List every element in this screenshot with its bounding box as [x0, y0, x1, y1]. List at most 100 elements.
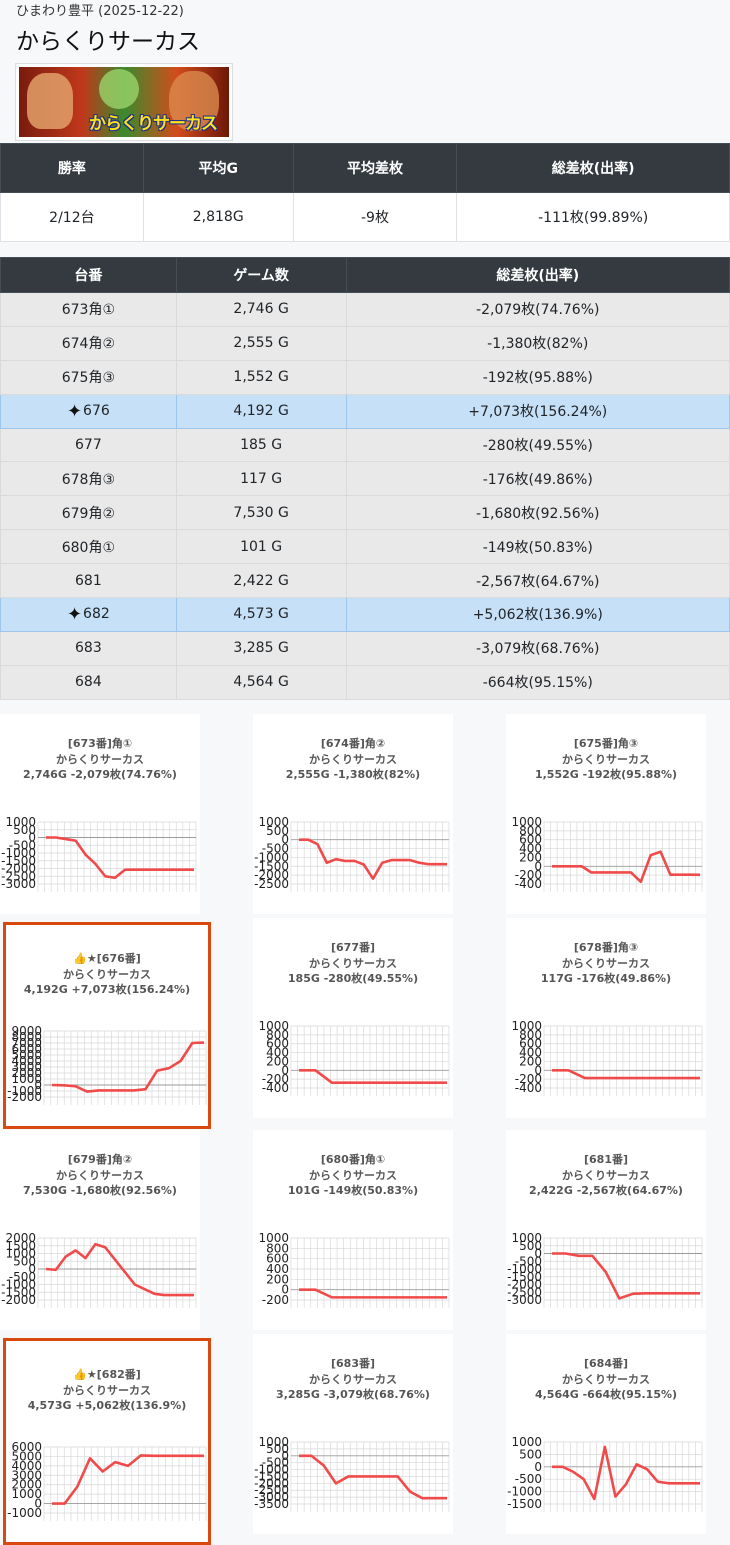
summary-total-diff: -111枚(99.89%) — [456, 192, 730, 242]
machine-chart-card[interactable]: 👍★[682番] からくりサーカス 4,573G +5,062枚(136.9%) 60… — [3, 1338, 211, 1545]
y-tick-label: -2000 — [254, 1476, 289, 1490]
chart-title: [678番]角③ からくりサーカス 117G -176枚(49.86%) — [506, 940, 706, 987]
machine-chart-card[interactable]: [684番] からくりサーカス 4,564G -664枚(95.15%) 1000 50… — [506, 1334, 706, 1534]
chart-title: [673番]角① からくりサーカス 2,746G -2,079枚(74.76%) — [0, 736, 200, 783]
machine-number-cell: 679角② — [0, 495, 177, 531]
y-tick-label: 2000 — [11, 1478, 42, 1492]
machine-games: 2,746 G — [175, 292, 347, 327]
machine-chart-card[interactable]: [677番] からくりサーカス 185G -280枚(49.55%) 1000 800 6… — [253, 918, 453, 1118]
y-tick-label: -500 — [262, 1456, 289, 1470]
machine-diff: -664枚(95.15%) — [345, 664, 730, 700]
y-tick-label: 400 — [519, 842, 542, 856]
machine-chart-card[interactable]: [678番]角③ からくりサーカス 117G -176枚(49.86%) 1000 80… — [506, 918, 706, 1118]
chart-title: 👍★[682番] からくりサーカス 4,573G +5,062枚(136.9%) — [6, 1367, 208, 1414]
y-tick-label: -1000 — [1, 846, 36, 860]
y-tick-label: 3000 — [11, 1468, 42, 1482]
machine-games: 4,192 G — [175, 393, 347, 429]
summary-header-win-rate: 勝率 — [0, 143, 144, 193]
summary-header-avg-games: 平均G — [142, 143, 294, 193]
chart-title: [680番]角① からくりサーカス 101G -149枚(50.83%) — [253, 1152, 453, 1199]
machine-number-cell: 684 — [0, 664, 177, 700]
table-row[interactable]: 684 4,564 G -664枚(95.15%) — [0, 664, 730, 700]
machine-chart-card[interactable]: 👍★[676番] からくりサーカス 4,192G +7,073枚(156.24%) 9… — [3, 922, 211, 1129]
chart-title-line: [684番] — [583, 1357, 629, 1370]
series-line — [299, 1454, 447, 1500]
summary-header-row: 勝率 平均G 平均差枚 総差枚(出率) — [0, 143, 730, 193]
y-tick-label: 0 — [534, 1063, 542, 1077]
y-tick-label: -500 — [262, 842, 289, 856]
machine-chart-card[interactable]: [673番]角① からくりサーカス 2,746G -2,079枚(74.76%) 10… — [0, 714, 200, 914]
banner-artwork: からくりサーカス — [19, 67, 229, 137]
machine-number-cell: ✦682 — [0, 597, 177, 632]
line-chart: 10005000-500-1000-1500-2000-2500-3000-35… — [254, 1435, 450, 1512]
chart-title-line: 2,555G -1,380枚(82%) — [285, 768, 421, 781]
machine-chart-card[interactable]: [679番]角② からくりサーカス 7,530G -1,680枚(92.56%) 20… — [0, 1130, 200, 1330]
table-row[interactable]: 683 3,285 G -3,079枚(68.76%) — [0, 630, 730, 666]
y-tick-label: 0 — [28, 831, 36, 845]
y-tick-label: 500 — [266, 1442, 289, 1456]
machine-header-row: 台番 ゲーム数 総差枚(出率) — [0, 257, 730, 293]
y-tick-label: -2500 — [254, 1483, 289, 1497]
table-row[interactable]: 681 2,422 G -2,567枚(64.67%) — [0, 563, 730, 599]
table-row[interactable]: 678角③ 117 G -176枚(49.86%) — [0, 461, 730, 497]
y-tick-label: 1000 — [258, 1231, 289, 1245]
y-tick-label: 1000 — [511, 1435, 542, 1449]
machine-banner-image: からくりサーカス — [15, 63, 233, 141]
sparkle-icon: ✦ — [66, 400, 83, 422]
summary-header-total-diff: 総差枚(出率) — [456, 143, 730, 193]
table-row[interactable]: ✦676 4,192 G +7,073枚(156.24%) — [0, 393, 730, 429]
y-tick-label: 500 — [13, 1254, 36, 1268]
machine-number: 677 — [75, 437, 102, 453]
machine-chart-card[interactable]: [680番]角① からくりサーカス 101G -149枚(50.83%) 1000 80… — [253, 1130, 453, 1330]
table-row[interactable]: ✦682 4,573 G +5,062枚(136.9%) — [0, 597, 730, 632]
y-tick-label: -1000 — [254, 850, 289, 864]
machine-chart-card[interactable]: [674番]角② からくりサーカス 2,555G -1,380枚(82%) 1000 5… — [253, 714, 453, 914]
table-row[interactable]: 675角③ 1,552 G -192枚(95.88%) — [0, 359, 730, 395]
chart-title-line: [677番] — [330, 941, 376, 954]
machine-chart-card[interactable]: [675番]角③ からくりサーカス 1,552G -192枚(95.88%) 1000… — [506, 714, 706, 914]
y-tick-label: -2500 — [507, 1285, 542, 1299]
chart-title-line: からくりサーカス — [309, 1168, 397, 1182]
chart-title-line: 4,573G +5,062枚(136.9%) — [27, 1399, 187, 1412]
y-tick-label: -3000 — [507, 1293, 542, 1307]
machine-games: 185 G — [175, 427, 347, 463]
table-row[interactable]: 680角① 101 G -149枚(50.83%) — [0, 529, 730, 565]
y-tick-label: -2000 — [507, 1278, 542, 1292]
y-tick-label: 1000 — [5, 1247, 36, 1261]
y-tick-label: -3000 — [254, 1490, 289, 1504]
chart-title-line: [679番]角② — [67, 1153, 133, 1166]
machine-games: 1,552 G — [175, 359, 347, 395]
table-row[interactable]: 674角② 2,555 G -1,380枚(82%) — [0, 325, 730, 361]
machine-number-cell: 677 — [0, 427, 177, 463]
y-tick-label: -2000 — [254, 868, 289, 882]
y-tick-label: -2000 — [1, 862, 36, 876]
y-tick-label: 1000 — [511, 815, 542, 829]
series-line — [299, 1288, 447, 1299]
chart-title-line: からくりサーカス — [562, 1372, 650, 1386]
y-tick-label: 1000 — [258, 1435, 289, 1449]
chart-title: 👍★[676番] からくりサーカス 4,192G +7,073枚(156.24%) — [6, 951, 208, 998]
banner-logo: からくりサーカス — [89, 114, 218, 134]
banner-character-right — [169, 71, 219, 131]
machine-chart-card[interactable]: [681番] からくりサーカス 2,422G -2,567枚(64.67%) 1000… — [506, 1130, 706, 1330]
y-tick-label: -1500 — [1, 1285, 36, 1299]
line-chart: 9000800070006000500040003000200010000-10… — [7, 1024, 207, 1105]
y-tick-label: 4000 — [11, 1459, 42, 1473]
y-tick-label: -500 — [515, 1254, 542, 1268]
machine-number: 678角③ — [61, 471, 115, 488]
table-row[interactable]: 679角② 7,530 G -1,680枚(92.56%) — [0, 495, 730, 531]
machine-games: 117 G — [175, 461, 347, 497]
machine-number: 680角① — [61, 539, 115, 556]
table-row[interactable]: 677 185 G -280枚(49.55%) — [0, 427, 730, 463]
summary-value-row: 2/12台 2,818G -9枚 -111枚(99.89%) — [0, 192, 730, 242]
y-tick-label: -1500 — [1, 854, 36, 868]
chart-title-line: [674番]角② — [320, 737, 386, 750]
machine-chart-card[interactable]: [683番] からくりサーカス 3,285G -3,079枚(68.76%) 1000… — [253, 1334, 453, 1534]
y-tick-label: -200 — [262, 1293, 289, 1307]
y-tick-label: 5000 — [11, 1048, 42, 1062]
chart-title-line: 4,192G +7,073枚(156.24%) — [23, 983, 191, 996]
table-row[interactable]: 673角① 2,746 G -2,079枚(74.76%) — [0, 292, 730, 327]
